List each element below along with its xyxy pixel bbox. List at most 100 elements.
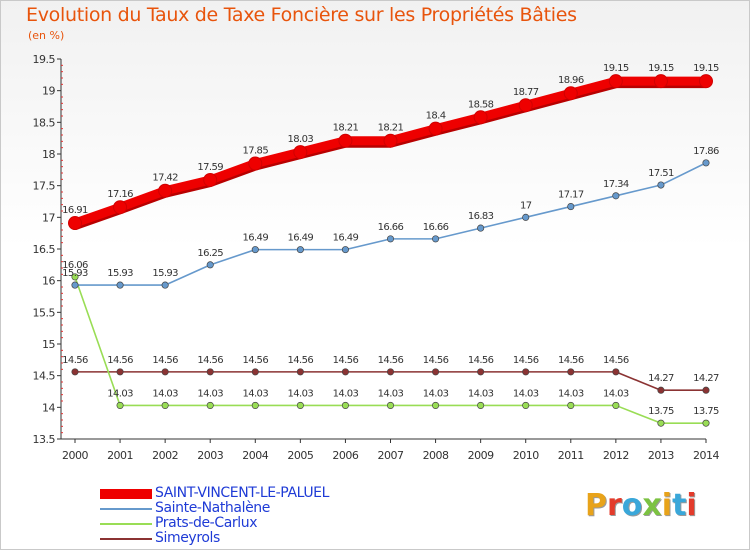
data-point [161, 368, 169, 376]
data-point [522, 213, 530, 221]
data-point [296, 368, 304, 376]
data-point [206, 401, 214, 409]
data-label: 18.77 [513, 87, 539, 98]
data-label: 18.58 [468, 99, 494, 110]
data-point [161, 281, 169, 289]
data-label: 14.03 [378, 388, 404, 399]
data-label: 14.56 [242, 355, 268, 366]
data-label: 17.16 [107, 189, 133, 200]
logo-letter: o [621, 488, 643, 523]
series-line-0 [73, 76, 706, 228]
legend-item-prats-de-carlux: Prats-de-Carlux [100, 515, 420, 531]
data-point [113, 200, 128, 215]
data-point [116, 368, 124, 376]
data-label: 14.56 [603, 355, 629, 366]
data-point [383, 133, 398, 148]
legend-swatch [100, 523, 152, 525]
data-label: 14.03 [242, 388, 268, 399]
data-label: 14.56 [468, 355, 494, 366]
data-point [563, 86, 578, 101]
logo-letter: t [672, 488, 687, 523]
data-label: 15.93 [152, 268, 178, 279]
data-label: 14.03 [513, 388, 539, 399]
data-label: 14.03 [423, 388, 449, 399]
legend-label: Simeyrols [155, 530, 220, 546]
data-point [341, 368, 349, 376]
data-point [657, 419, 665, 427]
data-point [386, 368, 395, 376]
data-point [702, 419, 710, 427]
data-label: 16.66 [378, 222, 404, 233]
data-point [522, 401, 530, 409]
data-label: 14.03 [288, 388, 314, 399]
data-point [341, 246, 349, 254]
data-label: 16.83 [468, 211, 494, 222]
y-tick-label: 14.5 [33, 370, 56, 383]
data-label: 17.17 [558, 190, 584, 201]
x-tick-label: 2002 [152, 449, 178, 462]
data-label: 17.51 [648, 168, 674, 179]
data-label: 14.56 [288, 355, 314, 366]
data-label: 17.59 [197, 162, 223, 173]
legend-swatch [100, 538, 152, 540]
x-tick-label: 2014 [693, 449, 719, 462]
data-point [296, 246, 304, 254]
data-label: 15.93 [62, 268, 88, 279]
data-label: 17.85 [242, 146, 268, 157]
data-point [251, 246, 259, 254]
data-label: 16.91 [62, 205, 88, 216]
data-point [428, 121, 443, 136]
data-label: 13.75 [693, 406, 719, 417]
legend-item-simeyrols: Simeyrols [100, 530, 420, 546]
data-point [567, 203, 575, 211]
series-line-shadow [69, 77, 712, 231]
data-label: 17.86 [693, 146, 719, 157]
data-point [203, 172, 218, 187]
x-tick-label: 2012 [603, 449, 629, 462]
data-label: 14.03 [603, 388, 629, 399]
data-point [341, 401, 349, 409]
chart-title: Evolution du Taux de Taxe Foncière sur l… [26, 4, 577, 26]
x-tick-label: 2004 [242, 449, 268, 462]
data-label: 14.56 [62, 355, 88, 366]
y-tick-label: 17 [42, 211, 55, 224]
y-tick-label: 19 [42, 85, 55, 98]
data-label: 14.27 [693, 373, 719, 384]
data-point [612, 192, 620, 200]
series-line-2 [74, 276, 706, 424]
data-point [612, 401, 620, 409]
x-tick-label: 2010 [513, 449, 539, 462]
y-tick-label: 15.5 [33, 306, 56, 319]
data-point [251, 368, 259, 376]
legend-label: SAINT-VINCENT-LE-PALUEL [155, 485, 330, 501]
data-label: 17.42 [152, 173, 178, 184]
data-point [567, 401, 575, 409]
data-label: 14.56 [423, 355, 449, 366]
data-label: 17 [520, 200, 532, 211]
data-point [608, 74, 623, 89]
data-label: 14.03 [197, 388, 223, 399]
y-tick-label: 16 [42, 275, 55, 288]
logo-letter: P [585, 488, 607, 523]
data-point [71, 273, 79, 281]
x-tick-label: 2006 [332, 449, 358, 462]
data-point [251, 401, 259, 409]
data-label: 14.56 [197, 355, 223, 366]
y-tick-label: 17.5 [33, 180, 56, 193]
data-label: 14.56 [558, 355, 584, 366]
data-label: 14.03 [468, 388, 494, 399]
data-point [612, 368, 620, 376]
data-point [338, 133, 353, 148]
data-point [702, 159, 710, 167]
data-point [432, 368, 440, 376]
data-point [158, 183, 173, 198]
x-tick-label: 2008 [423, 449, 449, 462]
data-label: 18.03 [288, 134, 314, 145]
data-label: 14.56 [378, 355, 404, 366]
data-point [386, 235, 395, 243]
data-label: 16.49 [288, 233, 314, 244]
data-label: 19.15 [693, 63, 719, 74]
proxiti-logo: Proxiti [585, 488, 697, 523]
data-label: 15.93 [107, 268, 133, 279]
